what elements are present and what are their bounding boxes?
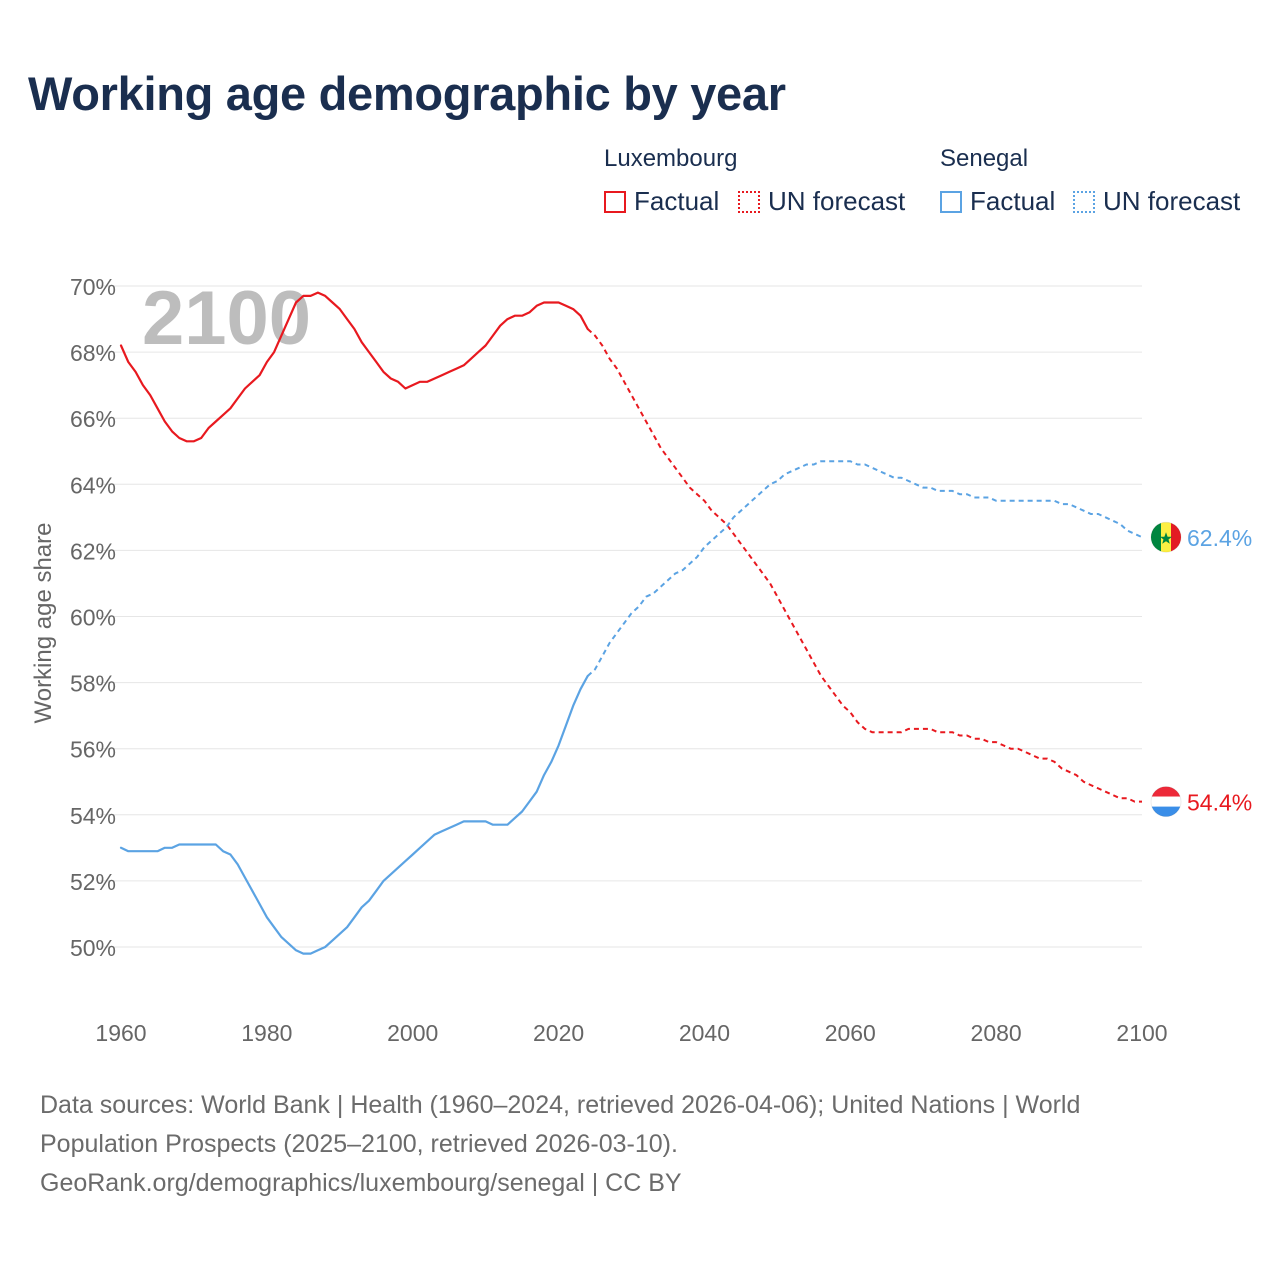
series-layer [119, 291, 1143, 955]
legend-group-luxembourg: Luxembourg [604, 145, 738, 172]
y-axis-ticks: 50% 52% 54% 56% 58% 60% 62% 64% 66% 68% 70% [70, 274, 116, 961]
flag-senegal-icon [1150, 521, 1182, 553]
grid-lines [100, 285, 1142, 948]
x-tick-label: 2000 [387, 1020, 438, 1046]
chart-title: Working age demographic by year [28, 67, 786, 120]
x-tick-label: 2060 [825, 1020, 876, 1046]
y-tick-label: 60% [70, 605, 116, 631]
y-tick-label: 62% [70, 538, 116, 564]
sources-line-3[interactable]: GeoRank.org/demographics/luxembourg/sene… [40, 1169, 682, 1197]
legend-luxembourg-forecast-label: UN forecast [768, 186, 906, 216]
legend-senegal-factual-label: Factual [970, 186, 1056, 216]
legend-swatch-dotted-blue [1073, 190, 1095, 213]
end-value-luxembourg: 54.4% [1187, 790, 1252, 816]
series-line-luxembourg-factual [119, 291, 589, 443]
y-tick-label: 52% [70, 869, 116, 895]
x-tick-label: 1960 [95, 1020, 146, 1046]
series-line-senegal-factual [119, 674, 589, 955]
end-markers: 54.4% 62.4% [1150, 521, 1252, 818]
flag-luxembourg-icon [1150, 786, 1182, 818]
x-tick-label: 2040 [679, 1020, 730, 1046]
legend-luxembourg-forecast[interactable]: UN forecast [738, 186, 905, 217]
x-tick-label: 1980 [241, 1020, 292, 1046]
legend-senegal-forecast-label: UN forecast [1103, 186, 1241, 216]
legend-senegal-factual[interactable]: Factual [940, 186, 1055, 217]
series-line-luxembourg-forecast [587, 328, 1142, 803]
legend-luxembourg-factual[interactable]: Factual [604, 186, 719, 217]
y-tick-label: 66% [70, 406, 116, 432]
y-tick-label: 58% [70, 671, 116, 697]
x-tick-label: 2100 [1116, 1020, 1167, 1046]
legend-luxembourg-factual-label: Factual [634, 186, 720, 216]
series-line-senegal-forecast [587, 460, 1143, 677]
y-tick-label: 64% [70, 472, 116, 498]
legend-swatch-dotted-red [738, 190, 760, 213]
y-tick-label: 70% [70, 274, 116, 300]
x-tick-label: 2020 [533, 1020, 584, 1046]
y-tick-label: 54% [70, 803, 116, 829]
legend-group-senegal: Senegal [940, 145, 1029, 172]
legend-swatch-solid-red [604, 190, 626, 213]
data-sources: Data sources: World Bank | Health (1960–… [40, 1086, 1240, 1203]
year-overlay: 2100 [142, 276, 311, 361]
sources-line-1: Data sources: World Bank | Health (1960–… [40, 1091, 1081, 1119]
x-tick-label: 2080 [971, 1020, 1022, 1046]
y-axis-label: Working age share [30, 523, 57, 724]
legend-swatch-solid-blue [940, 190, 962, 213]
sources-line-2: Population Prospects (2025–2100, retriev… [40, 1130, 678, 1158]
y-tick-label: 50% [70, 935, 116, 961]
y-tick-label: 56% [70, 737, 116, 763]
x-axis-ticks: 1960 1980 2000 2020 2040 2060 2080 2100 [95, 1020, 1167, 1046]
end-value-senegal: 62.4% [1187, 525, 1252, 551]
line-chart: 50%52%54%56%58%60%62%64%66%68%70% 1960 19… [30, 274, 1252, 1046]
y-tick-label: 68% [70, 340, 116, 366]
legend-senegal-forecast[interactable]: UN forecast [1073, 186, 1240, 217]
